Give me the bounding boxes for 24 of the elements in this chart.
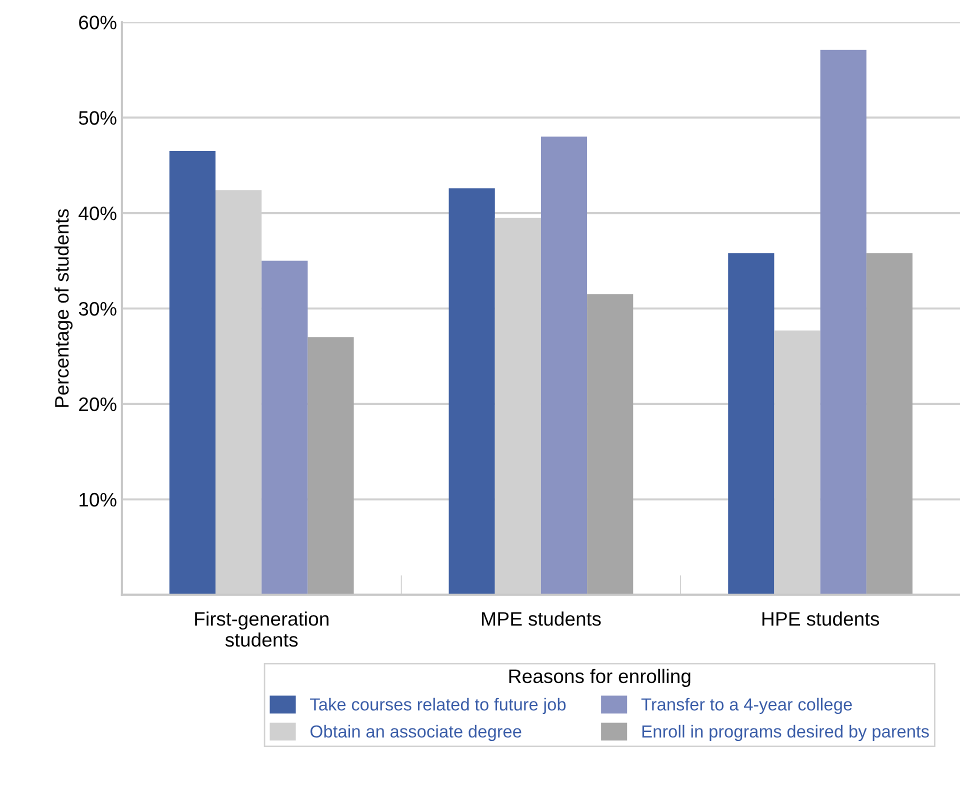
y-tick-label: 20% (79, 397, 116, 412)
bar (540, 136, 588, 595)
legend-label: Take courses related to future job (310, 698, 566, 714)
legend-label: Obtain an associate degree (310, 724, 522, 742)
bar (262, 260, 308, 595)
bar (308, 337, 354, 595)
y-tick-label: 50% (78, 111, 116, 125)
legend-label: Enroll in programs desired by parents (642, 724, 929, 742)
bar (728, 253, 774, 595)
x-tick-label: HPE students (762, 612, 880, 626)
y-tick-label: 10% (80, 492, 116, 507)
y-tick-label: 30% (78, 302, 116, 316)
bar (169, 151, 216, 595)
legend-label: Transfer to a 4-year college (641, 698, 852, 714)
y-tick-label: 60% (79, 16, 116, 30)
bar (448, 188, 495, 595)
bar (820, 50, 866, 595)
bar (866, 253, 913, 595)
x-tick-label: MPE students (482, 612, 601, 626)
y-axis-title: Percentage of students (54, 209, 73, 407)
x-tick-label: First-generation students (195, 612, 328, 647)
y-tick-label: 40% (78, 206, 116, 220)
legend-title: Reasons for enrolling (509, 668, 690, 687)
bar (587, 294, 634, 595)
